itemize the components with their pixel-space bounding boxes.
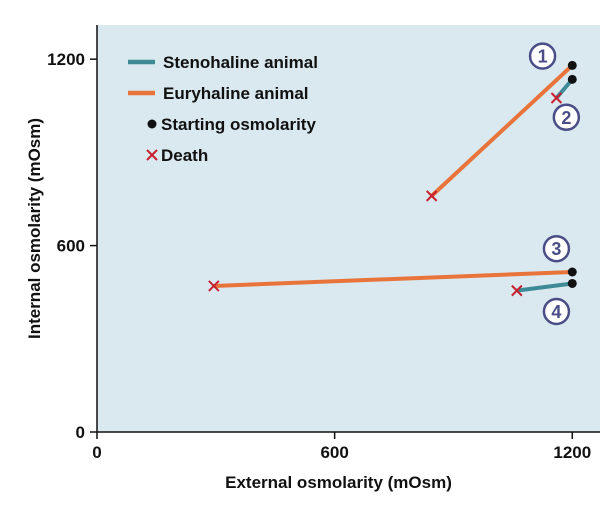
start-dot-3: [567, 267, 577, 277]
legend-item-4: Death: [146, 146, 208, 165]
annotation-label: 4: [551, 302, 561, 322]
annotation-1: 1: [528, 42, 557, 70]
x-tick-label: 600: [320, 443, 348, 462]
start-dot-1: [567, 60, 577, 70]
death-marker-2-stroke-b: [550, 92, 563, 104]
series-line-3: [213, 269, 573, 288]
death-marker-1-stroke-b: [425, 190, 438, 202]
death-marker-4: [511, 284, 523, 297]
annotation-ring: [528, 42, 557, 70]
death-marker-3-stroke-b: [208, 280, 220, 292]
annotation-ring: [552, 103, 581, 132]
y-tick-label: 600: [57, 237, 85, 256]
x-tick-label: 0: [92, 443, 101, 462]
axes: 0 600 1200 0 600 1200: [47, 25, 600, 462]
x-axis-title: External osmolarity (mOsm): [225, 473, 452, 492]
legend-label: Death: [161, 146, 208, 165]
start-dot-2: [567, 74, 577, 84]
death-marker-1: [425, 190, 438, 202]
death-marker-3: [208, 280, 220, 292]
legend-item-2: Euryhaline animal: [128, 84, 309, 103]
annotation-2: 2: [552, 103, 581, 132]
annotation-3: 3: [542, 234, 571, 263]
legend-swatch-cross: [146, 149, 158, 161]
annotation-label: 1: [538, 47, 548, 67]
legend-label: Starting osmolarity: [161, 115, 316, 134]
death-marker-2: [550, 92, 563, 104]
annotation-4: 4: [542, 297, 571, 326]
legend-label: Euryhaline animal: [163, 84, 309, 103]
annotation-label: 2: [561, 108, 571, 128]
annotation-ring: [542, 297, 571, 326]
legend-item-1: Stenohaline animal: [128, 53, 318, 72]
series-line-4: [516, 281, 573, 293]
y-tick-label: 0: [76, 423, 85, 442]
x-tick-label: 1200: [553, 443, 591, 462]
markers-group: [208, 60, 577, 297]
series-line-1: [430, 63, 574, 198]
legend-item-3: Starting osmolarity: [147, 115, 316, 134]
legend-swatch-cross-stroke-b: [146, 149, 158, 161]
start-dot-4: [567, 278, 577, 288]
plot-background: [97, 25, 600, 432]
annotation-ring: [542, 234, 571, 263]
annotation-label: 3: [551, 239, 561, 259]
legend-label: Stenohaline animal: [163, 53, 318, 72]
death-marker-4-stroke-b: [511, 284, 523, 297]
y-axis-title: Internal osmolarity (mOsm): [25, 118, 44, 339]
legend: Stenohaline animal Euryhaline animal Start…: [128, 53, 318, 165]
y-tick-label: 1200: [47, 50, 85, 69]
legend-swatch-dot: [147, 119, 157, 129]
annotations-group: 1 2 3 4: [528, 42, 581, 326]
